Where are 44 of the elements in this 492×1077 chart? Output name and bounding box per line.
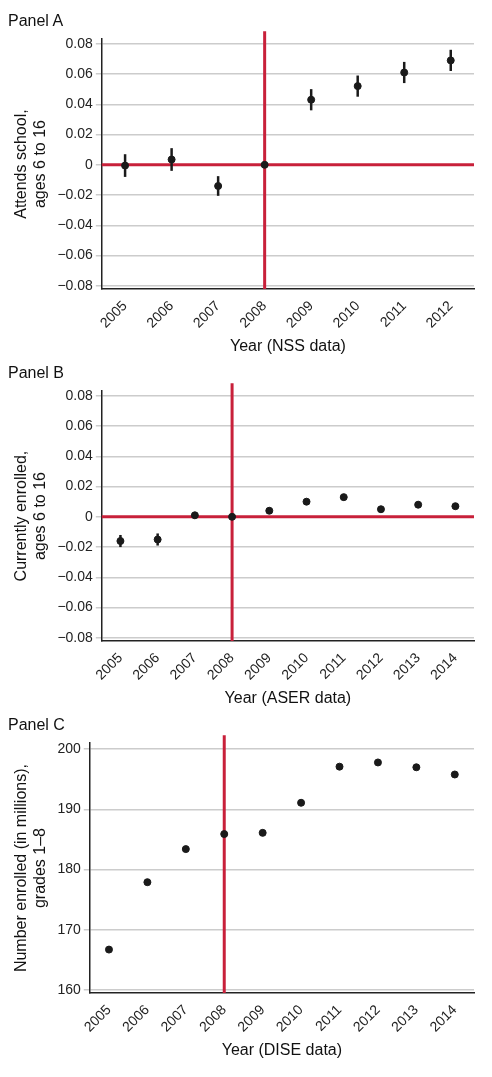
chart-title: Panel B xyxy=(8,364,65,382)
y-tick-label: −0.08 xyxy=(57,628,94,645)
y-axis-title: Currently enrolled, ages 6 to 16 xyxy=(12,450,49,582)
chart-title: Panel A xyxy=(8,12,64,30)
point xyxy=(373,758,382,767)
y-tick-label: 0.08 xyxy=(65,386,94,403)
y-tick-label: 0 xyxy=(85,155,94,172)
y-axis-title: Attends school, ages 6 to 16 xyxy=(12,109,49,219)
y-tick-label: 0.06 xyxy=(65,416,94,433)
point xyxy=(220,830,229,839)
point xyxy=(260,160,269,169)
point xyxy=(104,945,113,954)
point xyxy=(412,763,421,772)
y-tick-label: 0.04 xyxy=(65,95,94,112)
y-tick-label: −0.04 xyxy=(57,216,94,233)
x-axis-title: Year (NSS data) xyxy=(229,336,346,354)
x-axis-title: Year (ASER data) xyxy=(224,688,352,706)
point xyxy=(450,770,459,779)
y-tick-label: 0.08 xyxy=(65,34,94,51)
point xyxy=(297,798,306,807)
y-tick-label: −0.04 xyxy=(57,568,94,585)
point xyxy=(258,828,267,837)
y-tick-label: 160 xyxy=(57,980,81,997)
chart-title: Panel C xyxy=(8,716,65,734)
y-tick-label: 0.06 xyxy=(65,64,94,81)
y-tick-label: 0.02 xyxy=(65,125,94,142)
y-tick-label: 0.02 xyxy=(65,477,94,494)
y-tick-label: 190 xyxy=(57,800,81,817)
y-tick-label: −0.06 xyxy=(57,598,94,615)
y-tick-label: 180 xyxy=(57,860,81,877)
y-tick-label: −0.02 xyxy=(57,537,94,554)
y-tick-label: 0.04 xyxy=(65,447,94,464)
y-tick-label: −0.08 xyxy=(57,276,94,293)
y-tick-label: 200 xyxy=(57,740,81,757)
y-tick-label: 170 xyxy=(57,920,81,937)
point xyxy=(181,845,190,854)
point xyxy=(143,878,152,887)
point xyxy=(228,512,237,521)
y-tick-label: 0 xyxy=(85,507,94,524)
point xyxy=(335,762,344,771)
y-axis-title: Number enrolled (in millions), grades 1–8 xyxy=(12,764,49,973)
y-tick-label: −0.06 xyxy=(57,246,94,263)
y-tick-label: −0.02 xyxy=(57,185,94,202)
x-axis-title: Year (DISE data) xyxy=(221,1040,343,1058)
